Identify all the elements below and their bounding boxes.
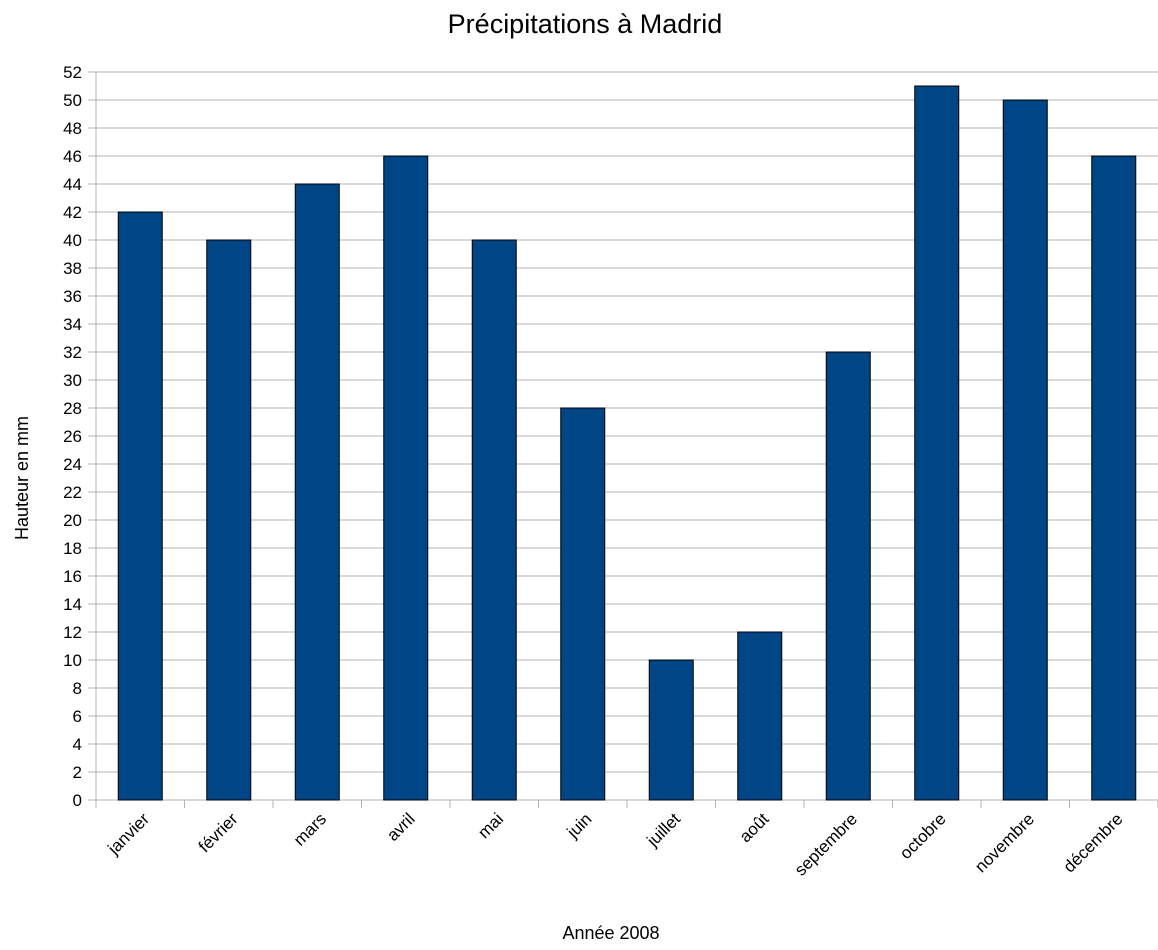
- bar-mars: [294, 183, 340, 801]
- y-tick-label-52: 52: [63, 63, 82, 82]
- bar-septembre: [825, 351, 871, 801]
- bar-avril: [383, 155, 429, 801]
- y-tick-label-18: 18: [63, 539, 82, 558]
- y-tick-label-44: 44: [63, 175, 82, 194]
- y-tick-label-10: 10: [63, 651, 82, 670]
- x-tick-label-août: août: [736, 809, 773, 846]
- x-tick-label-juillet: juillet: [643, 809, 685, 851]
- x-tick-label-février: février: [195, 809, 242, 856]
- bar-octobre: [914, 85, 960, 801]
- bar-novembre: [1002, 99, 1048, 801]
- x-tick-label-janvier: janvier: [104, 809, 154, 859]
- y-tick-label-6: 6: [73, 707, 82, 726]
- y-tick-label-14: 14: [63, 595, 82, 614]
- x-tick-label-juin: juin: [563, 809, 596, 842]
- y-tick-label-46: 46: [63, 147, 82, 166]
- bar-juillet: [648, 659, 694, 801]
- y-tick-label-38: 38: [63, 259, 82, 278]
- y-tick-label-32: 32: [63, 343, 82, 362]
- x-tick-label-mars: mars: [290, 809, 330, 849]
- bars: [117, 85, 1137, 801]
- y-tick-label-30: 30: [63, 371, 82, 390]
- y-tick-label-4: 4: [73, 735, 82, 754]
- gridlines: [88, 71, 1158, 801]
- x-tick-labels: janvier février mars avril mai juin juillet aoû…: [104, 809, 1127, 879]
- bar-février: [206, 239, 252, 801]
- y-tick-label-2: 2: [73, 763, 82, 782]
- y-tick-label-28: 28: [63, 399, 82, 418]
- y-tick-labels: 0246810121416182022242628303234363840424…: [63, 63, 82, 810]
- y-tick-label-20: 20: [63, 511, 82, 530]
- bar-décembre: [1091, 155, 1137, 801]
- y-axis-label: Hauteur en mm: [12, 416, 32, 540]
- x-tick-label-avril: avril: [383, 809, 418, 844]
- bar-août: [737, 631, 783, 801]
- y-tick-label-36: 36: [63, 287, 82, 306]
- y-tick-label-40: 40: [63, 231, 82, 250]
- y-tick-label-8: 8: [73, 679, 82, 698]
- bar-mai: [471, 239, 517, 801]
- y-tick-label-42: 42: [63, 203, 82, 222]
- x-tick-label-mai: mai: [474, 809, 507, 842]
- y-tick-label-50: 50: [63, 91, 82, 110]
- x-tick-label-octobre: octobre: [896, 809, 950, 863]
- bar-janvier: [117, 211, 163, 801]
- y-tick-label-48: 48: [63, 119, 82, 138]
- x-tick-label-septembre: septembre: [791, 809, 861, 879]
- y-tick-label-24: 24: [63, 455, 82, 474]
- axes: [95, 72, 1158, 808]
- bar-juin: [560, 407, 606, 801]
- y-tick-label-16: 16: [63, 567, 82, 586]
- y-tick-label-26: 26: [63, 427, 82, 446]
- x-tick-label-novembre: novembre: [971, 809, 1038, 876]
- y-tick-label-12: 12: [63, 623, 82, 642]
- x-tick-label-décembre: décembre: [1060, 809, 1127, 876]
- y-tick-label-0: 0: [73, 791, 82, 810]
- y-tick-label-34: 34: [63, 315, 82, 334]
- chart-title: Précipitations à Madrid: [448, 9, 723, 39]
- y-tick-label-22: 22: [63, 483, 82, 502]
- x-axis-label: Année 2008: [562, 923, 659, 943]
